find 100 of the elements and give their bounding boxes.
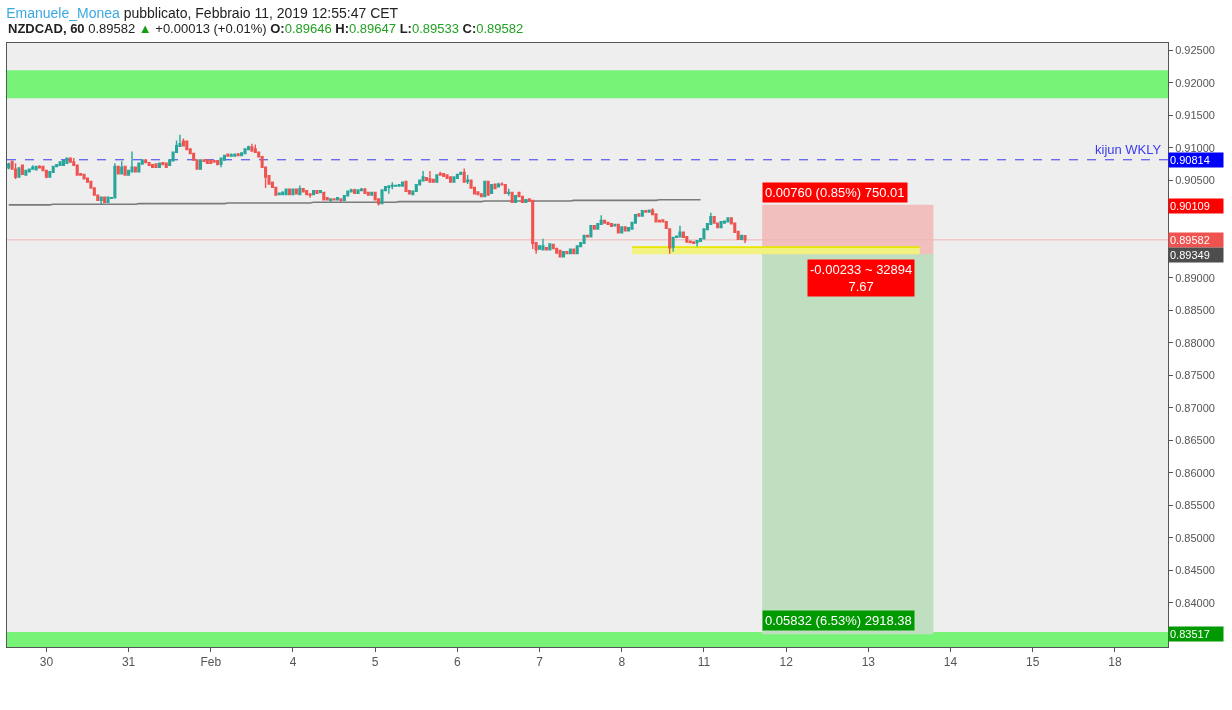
candlestick [113,162,117,200]
candlestick [133,165,137,174]
x-tick-label: 6 [454,655,462,670]
candlestick [353,189,357,195]
candlestick [137,161,141,174]
candlestick [616,223,620,235]
candlestick [253,143,257,154]
candlestick [226,152,230,158]
candlestick [356,188,360,194]
chart-title: Emanuele_Monea pubblicato, Febbraio 11, 2019 12:55:47 CET [6,4,399,21]
candlestick [496,182,500,188]
candlestick [387,184,391,195]
candlestick [308,192,312,199]
candlestick [209,159,213,165]
y-tick-label: 0.86000 [1175,466,1215,479]
x-tick-label: 5 [371,655,379,670]
x-tick-label: 11 [697,655,711,670]
x-tick-label: 30 [39,655,54,670]
candlestick [483,180,487,198]
ref-line-label: kijun WKLY [1095,142,1162,157]
candlestick [479,193,483,198]
candlestick [212,159,216,164]
candlestick [428,170,432,184]
candlestick [510,191,514,204]
candlestick [620,225,624,235]
candlestick [685,235,689,244]
candlestick [606,221,610,226]
text: NZDCAD, 60 0.89582 ▲ +0.00013 (+0.01%) O:0.89646 H:0.89647 L:0.89533 C:0.89582 [8,21,524,36]
candlestick [647,208,651,214]
candlestick [462,167,466,184]
x-tick-label: 8 [618,655,626,670]
candlestick [144,159,148,164]
candlestick [459,171,463,176]
candlestick [486,180,490,197]
candlestick [404,180,408,193]
text: 0.90814 [1170,154,1210,166]
candlestick [274,185,278,197]
candlestick [216,159,220,166]
candlestick [726,216,730,224]
y-tick-label: 0.88500 [1175,304,1215,317]
candlestick [202,158,206,163]
candlestick [24,169,28,177]
candlestick [397,183,401,188]
y-tick-label: 0.92000 [1175,76,1215,89]
candlestick [123,165,127,177]
candlestick [438,171,442,177]
x-tick-label: 12 [779,655,794,670]
text: 0.89582 [1170,234,1210,246]
y-tick-label: 0.84500 [1175,564,1215,577]
x-tick-label: 4 [289,655,297,670]
y-tick-label: 0.86500 [1175,434,1215,447]
x-tick-label: 13 [861,655,876,670]
candlestick [48,170,52,179]
candlestick [17,166,21,179]
candlestick [250,143,254,153]
candlestick [116,165,120,176]
candlestick [722,219,727,225]
candlestick [305,189,309,196]
candlestick [164,161,168,169]
candlestick [592,225,596,231]
candlestick [627,226,631,232]
candlestick [315,189,319,195]
candlestick [318,189,322,194]
candlestick [476,191,480,196]
candlestick [442,172,446,178]
candlestick [130,150,134,174]
candlestick [678,225,682,239]
candlestick [151,163,155,169]
candlestick [185,139,189,151]
candlestick [288,187,292,196]
candlestick [692,240,696,245]
candlestick [435,173,439,184]
candlestick [609,223,614,228]
candlestick [51,165,55,174]
candlestick [370,191,374,196]
candlestick [38,164,42,170]
candlestick [246,145,250,151]
candlestick [301,187,305,194]
candlestick [233,152,237,158]
candlestick [503,183,507,195]
candlestick [452,175,456,184]
candlestick [740,234,744,241]
candlestick [120,160,124,176]
text: 0.89349 [1170,249,1210,261]
candlestick [558,249,562,259]
candlestick [325,196,329,202]
candlestick [394,184,398,188]
candlestick [366,191,370,197]
y-tick-label: 0.92500 [1175,44,1215,56]
candlestick [154,163,158,169]
candlestick [448,175,453,184]
candlestick [555,247,559,255]
candlestick [147,161,151,167]
candlestick [695,239,699,248]
candlestick [644,209,648,214]
candlestick [329,197,333,203]
candlestick [531,198,535,250]
candlestick [589,224,593,239]
candlestick [339,197,343,203]
y-tick-label: 0.85000 [1175,531,1215,544]
